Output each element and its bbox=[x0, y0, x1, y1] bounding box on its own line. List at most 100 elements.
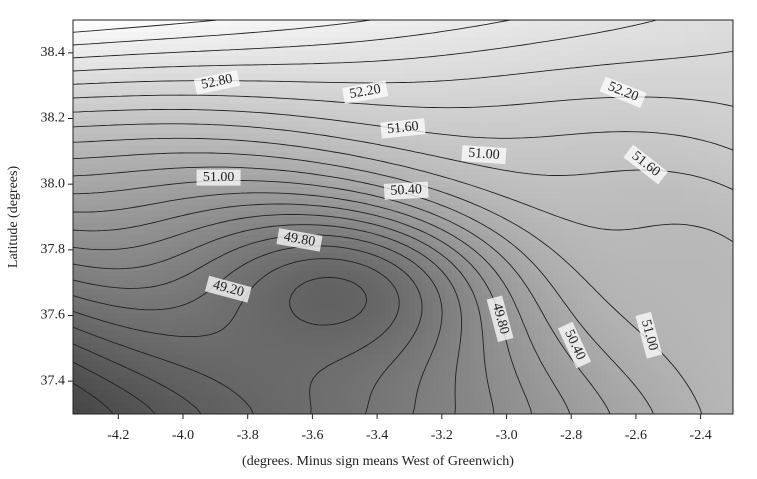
shade-cell bbox=[115, 222, 122, 230]
shade-cell bbox=[259, 222, 266, 230]
shade-cell bbox=[595, 222, 602, 230]
shade-cell bbox=[577, 187, 584, 194]
shade-cell bbox=[157, 31, 164, 39]
shade-cell bbox=[145, 211, 152, 218]
shade-cell bbox=[217, 145, 224, 152]
shade-cell bbox=[715, 37, 722, 45]
shade-cell bbox=[445, 97, 452, 105]
shade-cell bbox=[127, 115, 134, 123]
shade-cell bbox=[433, 97, 440, 105]
shade-cell bbox=[727, 163, 734, 170]
shade-cell bbox=[421, 133, 428, 140]
shade-cell bbox=[499, 169, 506, 176]
shade-cell bbox=[715, 97, 722, 105]
shade-cell bbox=[535, 270, 542, 278]
shade-cell bbox=[217, 157, 224, 164]
shade-cell bbox=[85, 234, 92, 242]
shade-cell bbox=[163, 25, 170, 33]
shade-cell bbox=[145, 282, 152, 290]
shade-cell bbox=[349, 145, 356, 152]
shade-cell bbox=[73, 25, 80, 33]
shade-cell bbox=[373, 205, 380, 212]
shade-cell bbox=[421, 109, 428, 117]
shade-cell bbox=[565, 211, 572, 218]
shade-cell bbox=[211, 145, 218, 152]
shade-cell bbox=[187, 205, 194, 212]
shade-cell bbox=[355, 49, 362, 57]
shade-cell bbox=[433, 228, 440, 236]
shade-cell bbox=[259, 103, 266, 111]
shade-cell bbox=[577, 217, 584, 224]
shade-cell bbox=[685, 217, 692, 224]
shade-cell bbox=[319, 264, 326, 272]
shade-cell bbox=[619, 55, 626, 63]
shade-cell bbox=[109, 43, 116, 51]
shade-cell bbox=[193, 43, 200, 51]
shade-cell bbox=[571, 246, 578, 254]
shade-cell bbox=[121, 25, 128, 33]
shade-cell bbox=[271, 187, 278, 194]
shade-cell bbox=[433, 276, 440, 284]
shade-cell bbox=[655, 133, 662, 140]
shade-cell bbox=[703, 43, 710, 51]
shade-cell bbox=[139, 139, 146, 146]
shade-cell bbox=[277, 109, 284, 117]
shade-cell bbox=[385, 252, 392, 260]
shade-cell bbox=[427, 234, 434, 242]
shade-cell bbox=[625, 270, 632, 278]
shade-cell bbox=[601, 67, 608, 75]
shade-cell bbox=[595, 151, 602, 158]
shade-cell bbox=[601, 222, 608, 230]
shade-cell bbox=[697, 222, 704, 230]
shade-cell bbox=[607, 97, 614, 105]
shade-cell bbox=[121, 43, 128, 51]
shade-cell bbox=[301, 205, 308, 212]
shade-cell bbox=[223, 85, 230, 93]
shade-cell bbox=[85, 20, 92, 27]
shade-cell bbox=[103, 73, 110, 81]
shade-cell bbox=[199, 37, 206, 45]
shade-cell bbox=[343, 121, 350, 129]
shade-cell bbox=[103, 205, 110, 212]
shade-cell bbox=[367, 103, 374, 111]
shade-cell bbox=[127, 276, 134, 284]
shade-cell bbox=[679, 276, 686, 284]
shade-cell bbox=[517, 73, 524, 81]
shade-cell bbox=[97, 187, 104, 194]
shade-cell bbox=[307, 79, 314, 87]
shade-cell bbox=[343, 217, 350, 224]
shade-cell bbox=[127, 25, 134, 33]
shade-cell bbox=[421, 139, 428, 146]
shade-cell bbox=[625, 258, 632, 266]
shade-cell bbox=[517, 163, 524, 170]
shade-cell bbox=[175, 270, 182, 278]
shade-cell bbox=[607, 31, 614, 39]
shade-cell bbox=[541, 97, 548, 105]
shade-cell bbox=[127, 20, 134, 27]
shade-cell bbox=[253, 121, 260, 129]
shade-cell bbox=[535, 157, 542, 164]
shade-cell bbox=[481, 115, 488, 123]
shade-cell bbox=[349, 157, 356, 164]
shade-cell bbox=[289, 97, 296, 105]
shade-cell bbox=[181, 282, 188, 290]
shade-cell bbox=[91, 199, 98, 206]
shade-cell bbox=[445, 79, 452, 87]
shade-cell bbox=[121, 97, 128, 105]
shade-cell bbox=[283, 222, 290, 230]
shade-cell bbox=[127, 217, 134, 224]
shade-cell bbox=[157, 288, 164, 296]
shade-cell bbox=[415, 20, 422, 27]
shade-cell bbox=[727, 246, 734, 254]
shade-cell bbox=[421, 43, 428, 51]
shade-cell bbox=[313, 181, 320, 188]
shade-cell bbox=[589, 37, 596, 45]
shade-cell bbox=[349, 217, 356, 224]
shade-cell bbox=[247, 276, 254, 284]
shade-cell bbox=[409, 234, 416, 242]
shade-cell bbox=[481, 67, 488, 75]
shade-cell bbox=[169, 127, 176, 135]
shade-cell bbox=[625, 205, 632, 212]
shade-cell bbox=[253, 145, 260, 152]
shade-cell bbox=[631, 252, 638, 260]
